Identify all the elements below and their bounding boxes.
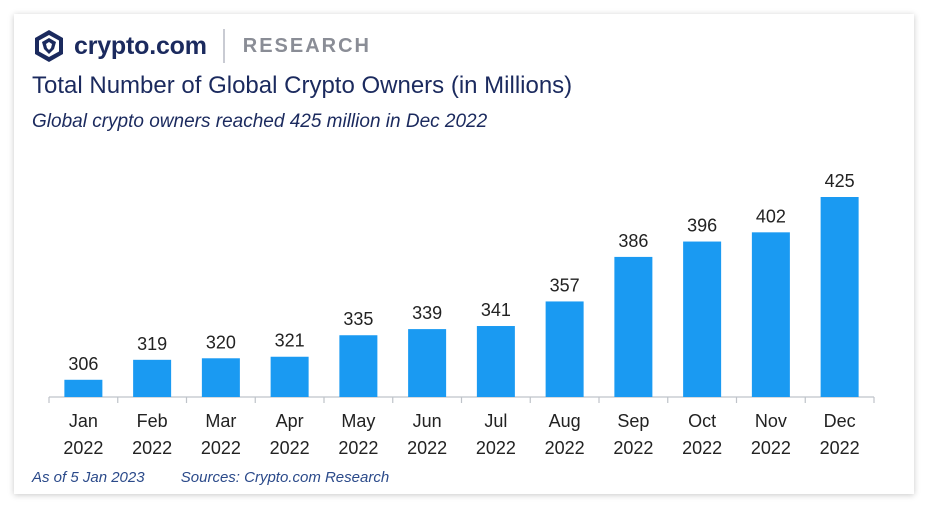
x-tick-label-month: Apr [276, 411, 304, 431]
x-tick-label-year: 2022 [132, 438, 172, 458]
footer: As of 5 Jan 2023 Sources: Crypto.com Res… [32, 469, 389, 486]
bar [133, 359, 172, 397]
bar [339, 335, 378, 397]
data-label: 306 [68, 354, 98, 374]
x-tick-label-year: 2022 [751, 438, 791, 458]
data-label: 341 [481, 300, 511, 320]
x-tick-label-year: 2022 [820, 438, 860, 458]
crypto-com-lion-icon [35, 30, 63, 62]
data-label: 425 [825, 171, 855, 191]
data-label: 319 [137, 334, 167, 354]
sources-note: Sources: Crypto.com Research [180, 469, 390, 486]
bar [751, 232, 790, 397]
data-label: 339 [412, 303, 442, 323]
as-of-date: As of 5 Jan 2023 [32, 469, 145, 486]
x-tick-label-year: 2022 [682, 438, 722, 458]
bar [545, 301, 584, 397]
data-label: 335 [343, 309, 373, 329]
data-label: 320 [206, 332, 236, 352]
x-tick-label-year: 2022 [407, 438, 447, 458]
x-tick-label-year: 2022 [545, 438, 585, 458]
bar [64, 379, 103, 397]
x-tick-label-month: Aug [549, 411, 581, 431]
data-label: 402 [756, 206, 786, 226]
x-tick-label-year: 2022 [201, 438, 241, 458]
bar-chart: 306 Jan 2022 319 Feb 2022 320 Mar 2022 321 Apr 2022… [48, 171, 875, 458]
x-tick-label-month: Sep [617, 411, 649, 431]
x-tick-label-month: Nov [755, 411, 787, 431]
x-tick-label-month: Dec [824, 411, 856, 431]
x-tick-label-month: Mar [205, 411, 236, 431]
bar [820, 197, 859, 397]
x-tick-label-month: Oct [688, 411, 716, 431]
bar [408, 329, 447, 397]
x-tick-label-month: Jan [69, 411, 98, 431]
bar [270, 356, 309, 397]
brand-logo: crypto.com RESEARCH [32, 26, 371, 66]
section-label: RESEARCH [242, 34, 372, 57]
bar [201, 358, 240, 397]
data-label: 321 [275, 331, 305, 351]
page-title: Total Number of Global Crypto Owners (in… [32, 72, 573, 99]
data-label: 357 [550, 275, 580, 295]
x-tick-label-year: 2022 [338, 438, 378, 458]
x-tick-label-month: Jul [484, 411, 507, 431]
page-subtitle: Global crypto owners reached 425 million… [32, 111, 488, 132]
x-tick-label-year: 2022 [63, 438, 103, 458]
brand-name: crypto.com [74, 31, 207, 60]
data-label: 386 [618, 231, 648, 251]
x-tick-label-year: 2022 [476, 438, 516, 458]
x-tick-label-month: Jun [413, 411, 442, 431]
x-tick-label-year: 2022 [613, 438, 653, 458]
x-tick-label-month: May [341, 411, 375, 431]
bar [614, 256, 653, 397]
bar [683, 241, 722, 397]
logo-divider [222, 29, 225, 63]
bar [476, 326, 515, 397]
x-tick-label-year: 2022 [270, 438, 310, 458]
data-label: 396 [687, 216, 717, 236]
x-tick-label-month: Feb [137, 411, 168, 431]
chart-card: crypto.com RESEARCH Total Number of Glob… [14, 14, 914, 494]
